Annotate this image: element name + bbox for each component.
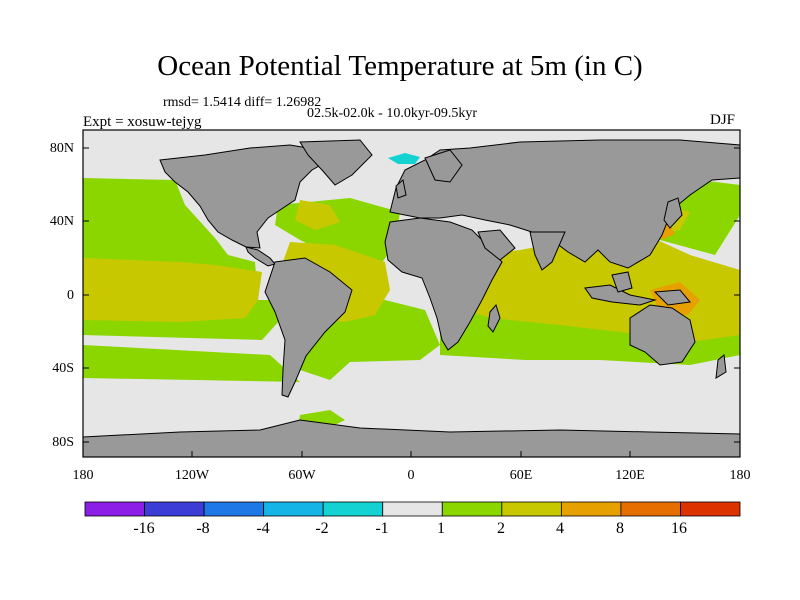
colorbar-label-minus-4: -4 [256,520,270,537]
experiment-label: Expt = xosuw-tejyg [83,114,202,130]
y-tick-label-0: 0 [67,288,74,303]
x-tick-label-120e: 120E [615,468,645,483]
map-title: Ocean Potential Temperature at 5m (in C) [157,50,643,82]
land-indonesia [584,284,657,306]
colorbar-label-minus-8: -8 [196,520,210,537]
colorbar-label-4: 4 [556,520,564,537]
colorbar-label-8: 8 [616,520,624,537]
x-tick-label-0: 0 [407,468,415,483]
season-label: DJF [710,112,736,128]
land-arabia [477,229,516,261]
land-south-america [264,257,353,398]
colorbar-swatch-7 [501,501,562,517]
colorbar-label-minus-2: -2 [315,520,329,537]
colorbar-swatch-9 [620,501,681,517]
land-eurasia [389,139,741,269]
y-tick-label-40s: 40S [52,361,74,376]
land-central-america [245,246,276,267]
land-japan [663,197,683,229]
rmsd-stat: rmsd= 1.5414 diff= 1.26982 [163,95,322,110]
land-uk [395,179,407,199]
colorbar-label-minus-1: -1 [375,520,389,537]
colorbar-swatch-6 [441,501,503,517]
y-tick-label-80s: 80S [52,435,74,450]
land-borneo [611,271,633,293]
colorbar [84,501,741,517]
land-masses [82,139,741,458]
x-tick-label-60w: 60W [288,468,316,483]
colorbar-swatch-3 [263,501,324,517]
x-tick-label-180w: 180 [72,468,94,483]
y-tick-label-80n: 80N [49,141,74,156]
land-greenland [299,139,373,186]
land-africa [384,217,503,351]
y-tick-label-40n: 40N [49,214,74,229]
colorbar-label-1: 1 [437,520,445,537]
land-scandinavia [424,149,463,183]
land-australia [629,304,696,366]
land-india [529,231,566,271]
x-tick-label-180e: 180 [729,468,751,483]
period-subtitle: 02.5k-02.0k - 10.0kyr-09.5kyr [307,106,478,121]
colorbar-swatch-4 [322,501,384,517]
x-tick-label-120w: 120W [174,468,210,483]
land-madagascar [487,303,501,333]
colorbar-swatch-2 [203,501,265,517]
colorbar-swatch-5 [382,501,443,517]
colorbar-swatch-1 [144,501,205,517]
axis-ticks [82,147,741,457]
colorbar-swatch-10 [680,501,741,517]
colorbar-swatch-8 [560,501,622,517]
land-new-zealand [715,354,727,379]
colorbar-swatch-0 [84,501,145,517]
x-tick-label-60e: 60E [509,468,533,483]
colorbar-label-16: 16 [671,520,687,537]
colorbar-label-2: 2 [497,520,505,537]
land-new-guinea [653,289,691,306]
colorbar-label-minus-16: -16 [133,520,155,537]
